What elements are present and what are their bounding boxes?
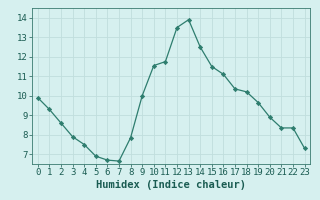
X-axis label: Humidex (Indice chaleur): Humidex (Indice chaleur): [96, 180, 246, 190]
